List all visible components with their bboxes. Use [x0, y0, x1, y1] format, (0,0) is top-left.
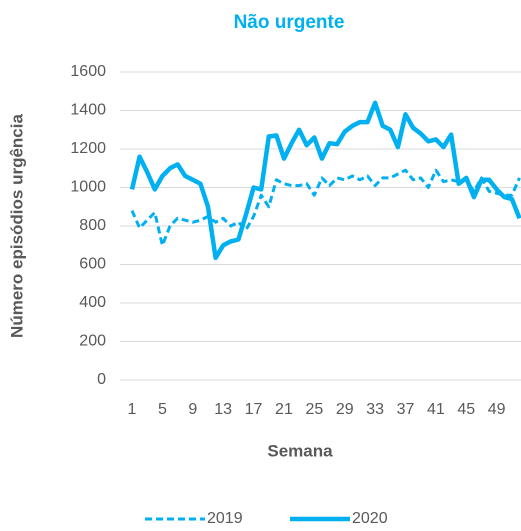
y-tick-label: 800 — [79, 217, 106, 234]
legend-label: 2020 — [352, 510, 388, 527]
y-tick-label: 0 — [97, 371, 106, 388]
y-tick-label: 600 — [79, 256, 106, 273]
y-tick-label: 1200 — [70, 140, 106, 157]
y-tick-label: 1400 — [70, 102, 106, 119]
x-tick-label: 1 — [128, 401, 137, 418]
legend-label: 2019 — [207, 510, 243, 527]
series-line — [129, 100, 521, 261]
y-tick-label: 1600 — [70, 63, 106, 80]
x-tick-label: 37 — [397, 401, 415, 418]
x-tick-label: 45 — [457, 401, 475, 418]
y-axis-label: Número episódios urgência — [7, 114, 26, 338]
y-tick-label: 400 — [79, 294, 106, 311]
x-tick-label: 33 — [366, 401, 384, 418]
chart-title: Não urgente — [234, 12, 345, 33]
x-tick-label: 41 — [427, 401, 445, 418]
x-axis-label: Semana — [267, 441, 333, 460]
x-tick-label: 17 — [245, 401, 263, 418]
y-tick-label: 200 — [79, 333, 106, 350]
x-tick-label: 29 — [336, 401, 354, 418]
x-tick-label: 5 — [158, 401, 167, 418]
x-tick-label: 49 — [488, 401, 506, 418]
y-tick-label: 1000 — [70, 179, 106, 196]
x-tick-label: 21 — [275, 401, 293, 418]
x-tick-label: 9 — [188, 401, 197, 418]
x-tick-label: 13 — [214, 401, 232, 418]
series-line — [130, 168, 521, 247]
x-tick-label: 25 — [305, 401, 323, 418]
